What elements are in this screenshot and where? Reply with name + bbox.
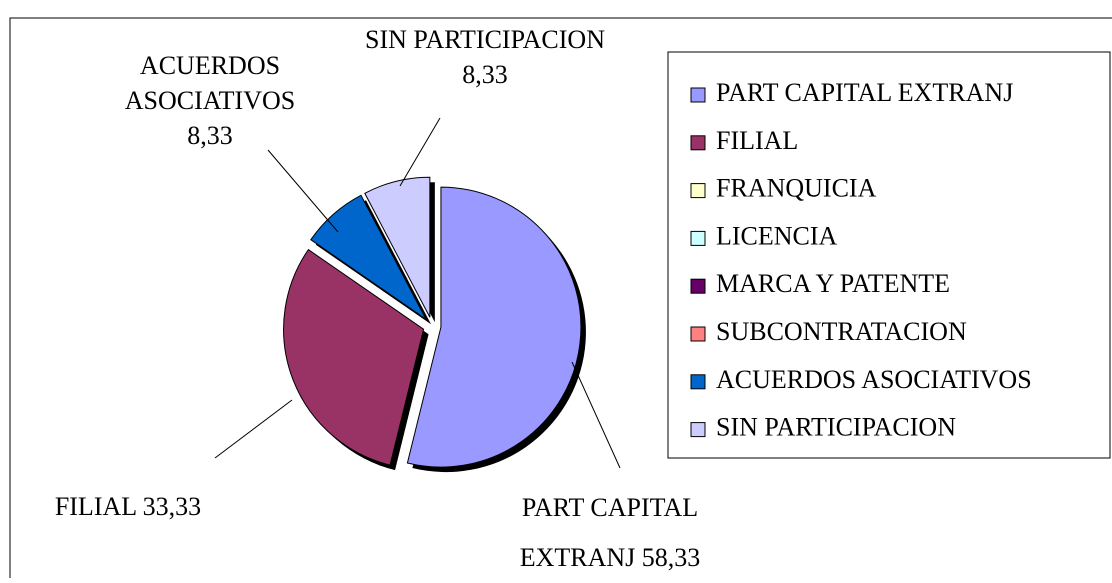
legend-label: SIN PARTICIPACION [716, 413, 956, 442]
legend-box [667, 51, 1111, 459]
pie-slice [364, 176, 431, 318]
pie-slice [310, 194, 427, 320]
data-label-value: 58,33 [641, 543, 701, 572]
data-label: SIN PARTICIPACION 8,33 [365, 22, 605, 92]
pie-slice [283, 248, 425, 466]
data-label: FILIAL 33,33 [18, 489, 238, 524]
data-label-value: 8,33 [187, 121, 233, 150]
data-label-name: ACUERDOS ASOCIATIVOS [124, 51, 296, 115]
legend-swatch [690, 87, 706, 103]
legend-label: FILIAL [716, 126, 798, 155]
data-label: ACUERDOS ASOCIATIVOS 8,33 [112, 48, 308, 153]
legend-swatch [690, 230, 706, 246]
pie-slice [406, 186, 582, 468]
legend-swatch [690, 326, 706, 342]
leader-line [571, 361, 621, 469]
legend-label: PART CAPITAL EXTRANJ [716, 78, 1013, 107]
leader-line [267, 149, 339, 233]
leader-line [399, 117, 441, 187]
data-label-name: PART CAPITAL EXTRANJ [519, 493, 699, 572]
data-label-value: 33,33 [142, 492, 202, 521]
legend-swatch [690, 374, 706, 390]
legend-swatch [690, 422, 706, 438]
chart-frame [9, 17, 1112, 578]
data-label: PART CAPITAL EXTRANJ 58,33 [490, 483, 730, 583]
legend-swatch [690, 135, 706, 151]
legend-label: LICENCIA [716, 221, 838, 250]
legend-label: SUBCONTRATACION [716, 317, 967, 346]
legend-swatch [690, 278, 706, 294]
data-label-name: SIN PARTICIPACION [365, 25, 605, 54]
leader-line [214, 399, 293, 459]
legend-label: MARCA Y PATENTE [716, 269, 950, 298]
legend-label: FRANQUICIA [716, 174, 877, 203]
data-label-name: FILIAL [54, 492, 137, 521]
legend-swatch [690, 183, 706, 199]
data-label-value: 8,33 [462, 60, 508, 89]
legend-label: ACUERDOS ASOCIATIVOS [716, 365, 1032, 394]
